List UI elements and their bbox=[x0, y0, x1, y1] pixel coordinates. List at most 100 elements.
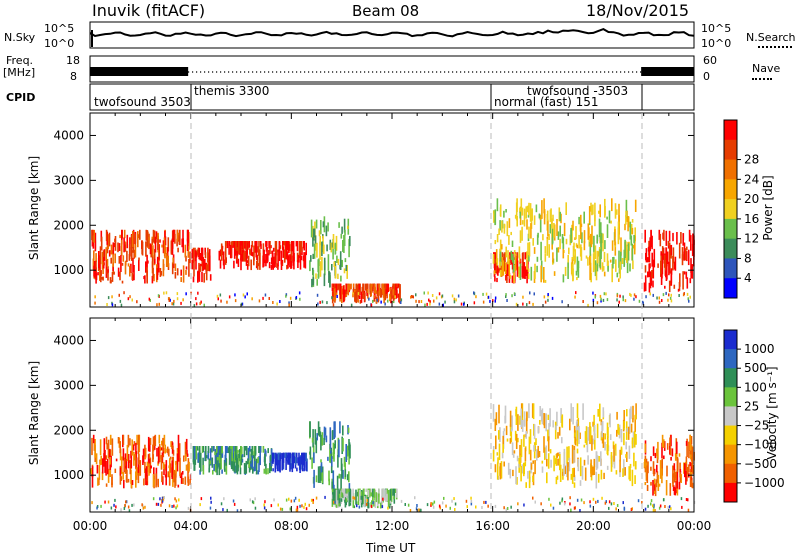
echo-cell bbox=[432, 502, 434, 506]
echo-cell bbox=[647, 504, 649, 508]
echo-cell bbox=[665, 291, 667, 295]
echo-cell bbox=[144, 461, 146, 473]
echo-cell bbox=[290, 244, 293, 261]
echo-cell bbox=[591, 205, 593, 216]
echo-cell bbox=[189, 479, 191, 485]
echo-cell bbox=[278, 460, 280, 472]
echo-cell bbox=[365, 502, 368, 506]
echo-cell bbox=[543, 295, 546, 299]
echo-cell bbox=[431, 294, 434, 297]
echo-cell bbox=[305, 452, 307, 462]
echo-cell bbox=[269, 241, 271, 254]
echo-cell bbox=[652, 461, 655, 475]
echo-cell bbox=[298, 498, 300, 502]
echo-cell bbox=[631, 469, 634, 487]
echo-cell bbox=[648, 246, 651, 263]
echo-cell bbox=[652, 293, 654, 297]
echo-cell bbox=[680, 232, 682, 244]
echo-cell bbox=[118, 256, 121, 264]
echo-cell bbox=[400, 301, 402, 304]
colorbar-tick-label: 12 bbox=[744, 232, 759, 246]
echo-cell bbox=[630, 293, 632, 297]
echo-cell bbox=[246, 263, 249, 270]
echo-cell bbox=[561, 300, 563, 304]
echo-cell bbox=[616, 298, 618, 302]
echo-cell bbox=[547, 436, 550, 452]
echo-cell bbox=[118, 243, 121, 251]
echo-cell bbox=[685, 271, 688, 279]
echo-cell bbox=[106, 258, 109, 267]
echo-cell bbox=[161, 499, 163, 502]
echo-cell bbox=[644, 443, 647, 453]
echo-cell bbox=[394, 286, 396, 296]
echo-cell bbox=[429, 302, 431, 306]
echo-cell bbox=[175, 460, 177, 466]
echo-cell bbox=[167, 255, 169, 268]
echo-cell bbox=[368, 297, 370, 301]
echo-cell bbox=[608, 210, 611, 224]
echo-cell bbox=[568, 457, 571, 472]
echo-cell bbox=[370, 504, 373, 508]
echo-cell bbox=[611, 264, 613, 283]
echo-cell bbox=[688, 441, 690, 459]
echo-cell bbox=[105, 436, 108, 445]
echo-cell bbox=[653, 470, 655, 477]
echo-cell bbox=[316, 433, 318, 441]
echo-cell bbox=[276, 263, 278, 268]
y-tick-label: 1000 bbox=[53, 468, 84, 482]
echo-cell bbox=[533, 445, 535, 452]
echo-cell bbox=[520, 466, 522, 482]
echo-cell bbox=[151, 256, 154, 268]
echo-cell bbox=[567, 262, 569, 279]
echo-cell bbox=[187, 506, 190, 510]
echo-cell bbox=[653, 503, 655, 507]
echo-cell bbox=[625, 210, 627, 217]
echo-cell bbox=[571, 468, 574, 484]
echo-cell bbox=[614, 203, 617, 219]
echo-cell bbox=[644, 275, 647, 292]
echo-cell bbox=[340, 233, 343, 239]
echo-cell bbox=[210, 500, 212, 504]
echo-cell bbox=[628, 466, 630, 480]
echo-cell bbox=[129, 438, 131, 446]
echo-cell bbox=[199, 265, 201, 272]
echo-cell bbox=[102, 254, 105, 269]
echo-cell bbox=[579, 432, 581, 439]
echo-cell bbox=[445, 504, 447, 508]
echo-cell bbox=[540, 241, 542, 261]
echo-cell bbox=[249, 248, 251, 254]
echo-cell bbox=[543, 209, 546, 225]
echo-cell bbox=[510, 250, 513, 261]
echo-cell bbox=[241, 250, 244, 262]
echo-cell bbox=[600, 299, 602, 303]
echo-cell bbox=[630, 406, 632, 419]
echo-cell bbox=[138, 257, 140, 261]
echo-cell bbox=[101, 471, 104, 481]
echo-cell bbox=[494, 240, 497, 245]
echo-cell bbox=[545, 445, 547, 460]
echo-cell bbox=[316, 242, 318, 258]
echo-cell bbox=[644, 507, 647, 511]
nave-label: Nave bbox=[752, 62, 781, 75]
echo-cell bbox=[580, 498, 583, 502]
echo-cell bbox=[420, 508, 422, 512]
echo-cell bbox=[240, 241, 242, 246]
echo-cell bbox=[519, 263, 522, 280]
echo-cell bbox=[331, 264, 333, 271]
echo-cell bbox=[285, 498, 288, 502]
echo-cell bbox=[593, 235, 595, 253]
echo-cell bbox=[550, 208, 552, 222]
echo-cell bbox=[687, 297, 689, 301]
echo-cell bbox=[372, 488, 374, 497]
echo-cell bbox=[660, 273, 663, 285]
echo-cell bbox=[301, 504, 303, 508]
echo-cell bbox=[94, 232, 97, 252]
echo-cell bbox=[182, 229, 184, 242]
power-echoes bbox=[91, 198, 695, 308]
echo-cell bbox=[234, 299, 237, 303]
echo-cell bbox=[498, 228, 500, 235]
echo-cell bbox=[264, 293, 267, 297]
echo-cell bbox=[246, 260, 249, 263]
echo-cell bbox=[608, 506, 610, 510]
echo-cell bbox=[619, 294, 621, 298]
